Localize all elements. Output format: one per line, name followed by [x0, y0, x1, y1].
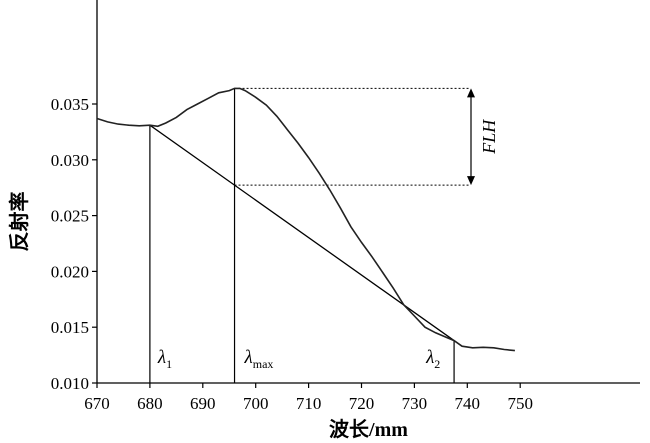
lambda-max-label: λmax: [244, 347, 274, 371]
axes: [96, 0, 640, 384]
flh-arrow-head-top: [467, 88, 475, 98]
reflectance-line: [96, 87, 515, 352]
x-tick-label: 700: [243, 394, 269, 413]
y-axis-title: 反射率: [7, 192, 31, 252]
y-tick-label: 0.030: [51, 151, 89, 170]
x-tick-label: 710: [296, 394, 322, 413]
y-tick-label: 0.010: [51, 374, 89, 393]
x-tick-label: 670: [84, 394, 110, 413]
y-tick-label: 0.035: [51, 95, 89, 114]
y-tick-label: 0.025: [51, 207, 89, 226]
x-tick-label: 750: [507, 394, 533, 413]
annotations: FLH λ1 λmax λ2: [149, 87, 499, 383]
series: [96, 87, 515, 352]
x-tick-label: 680: [137, 394, 163, 413]
ticks: 670 680 690 700 710 720 730 740 750 0.010 0.015 0.0…: [51, 95, 533, 413]
x-tick-label: 730: [402, 394, 428, 413]
lambda2-label: λ2: [425, 347, 440, 371]
x-tick-label: 690: [190, 394, 216, 413]
y-tick-label: 0.020: [51, 262, 89, 281]
x-axis-title: 波长/mm: [329, 418, 408, 441]
x-tick-label: 720: [349, 394, 375, 413]
flh-label: FLH: [479, 119, 499, 155]
y-tick-label: 0.015: [51, 318, 89, 337]
flh-arrow-head-bottom: [467, 176, 475, 186]
lambda1-label: λ1: [157, 347, 172, 371]
x-tick-label: 740: [455, 394, 481, 413]
baseline-line: [149, 124, 455, 342]
